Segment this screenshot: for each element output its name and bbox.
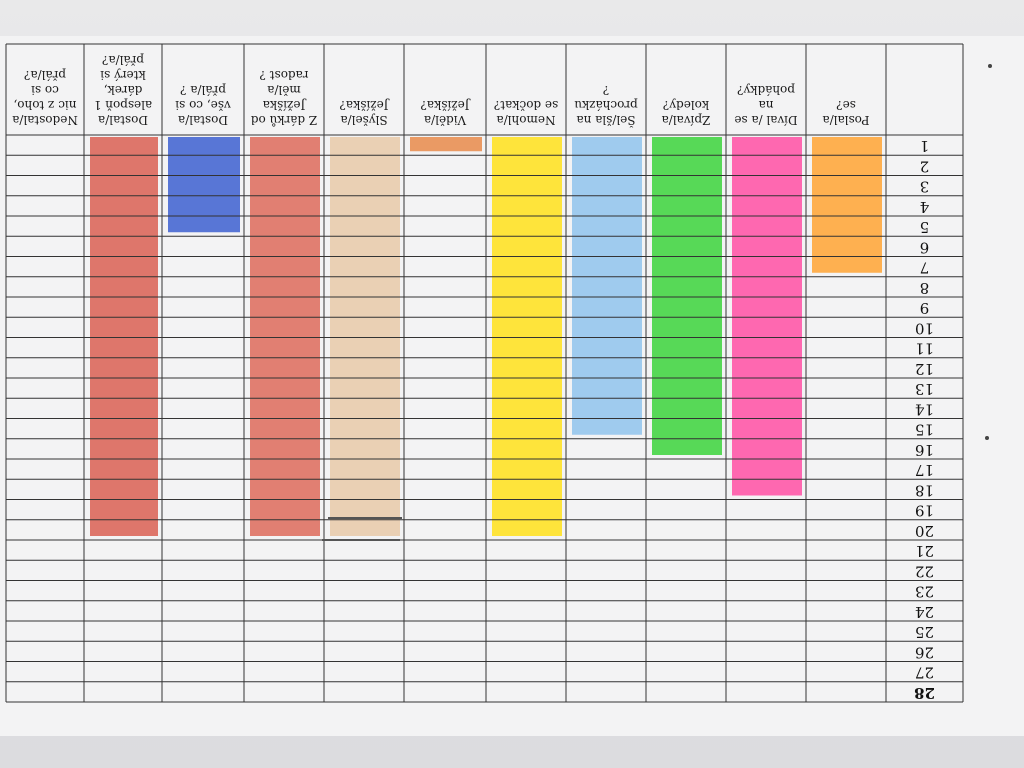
fill-c1 <box>812 137 882 273</box>
header-label-line: se dočkat? <box>494 98 558 112</box>
fill-c6 <box>410 137 482 152</box>
row-number: 15 <box>915 421 934 439</box>
fill-c2 <box>732 137 802 496</box>
header-label-line: přál/a ? <box>180 83 226 97</box>
header-label-line: Nemohl/a <box>497 113 556 127</box>
header-c5: Nemohl/ase dočkat? <box>494 98 558 127</box>
row-number: 26 <box>915 643 934 661</box>
header-label-line: Díval /a se <box>734 113 797 127</box>
header-c1: Poslal/ase? <box>823 98 870 127</box>
row-number: 16 <box>915 441 934 459</box>
header-label-line: Zpíval/a <box>662 113 711 127</box>
header-label-line: Dostal/a <box>98 113 148 127</box>
row-number: 19 <box>915 502 934 520</box>
header-label-line: Šel/šla na <box>576 113 635 129</box>
header-label-line: nic z toho, <box>13 98 76 112</box>
row-number: 18 <box>915 481 934 499</box>
header-label-line: vše, co si <box>175 98 232 112</box>
header-label-line: přál/a? <box>102 53 144 67</box>
header-label-line: dárek, <box>104 83 143 97</box>
fill-c4 <box>572 137 642 435</box>
row-number: 27 <box>915 664 934 682</box>
header-label-line: ? <box>603 83 609 97</box>
header-label-line: Ježíška <box>263 98 308 112</box>
fill-c10 <box>90 137 158 536</box>
row-number: 1 <box>920 137 930 155</box>
header-label-line: co si <box>31 83 59 97</box>
row-number: 23 <box>915 583 934 601</box>
header-label-line: se? <box>836 98 856 112</box>
header-label-line: koledy? <box>663 98 709 112</box>
header-label-line: na <box>759 98 774 112</box>
header-label-line: Z dárků od <box>250 113 317 128</box>
row-number: 4 <box>920 198 930 216</box>
row-number: 13 <box>915 380 934 398</box>
header-label-line: měl/a <box>267 83 301 97</box>
header-label-line: alespoň 1 <box>94 98 152 112</box>
header-label-line: Nedostal/a <box>12 113 78 127</box>
header-label-line: Poslal/a <box>823 113 870 127</box>
fill-c9 <box>168 137 240 233</box>
header-label-line: který si <box>100 68 146 82</box>
fill-c3 <box>652 137 722 455</box>
row-number: 3 <box>920 178 930 196</box>
row-number: 8 <box>920 279 930 297</box>
row-number: 10 <box>915 319 934 337</box>
row-number: 25 <box>915 623 934 641</box>
row-number: 2 <box>920 157 930 175</box>
fill-c8 <box>250 137 320 536</box>
row-number: 17 <box>915 461 934 479</box>
punch-dot <box>985 436 989 440</box>
row-number: 14 <box>915 400 934 418</box>
header-label-line: Dostal/a <box>178 113 228 127</box>
row-number: 9 <box>920 299 930 317</box>
row-number: 21 <box>915 542 934 560</box>
row-number: 5 <box>920 218 930 236</box>
header-label-line: Ježíška? <box>339 98 390 112</box>
row-number: 22 <box>915 562 934 580</box>
row-number: 12 <box>915 360 934 378</box>
header-label-line: radost ? <box>259 68 308 82</box>
header-label-line: Slyšel/a <box>340 113 387 127</box>
header-label-line: Ježíška? <box>420 98 471 112</box>
row-number: 24 <box>915 603 934 621</box>
header-label-line: přál/a? <box>24 68 66 82</box>
header-label-line: Viděl/a <box>424 113 467 127</box>
fill-c5 <box>492 137 562 536</box>
row-number: 20 <box>915 522 934 540</box>
header-label-line: procházku <box>574 98 638 112</box>
header-label-line: pohádky? <box>737 83 795 97</box>
row-number: 28 <box>914 684 935 702</box>
row-number: 7 <box>920 259 930 277</box>
punch-dot <box>988 64 992 68</box>
fill-c7 <box>330 137 400 536</box>
row-number: 11 <box>915 340 934 358</box>
row-number: 6 <box>920 238 930 256</box>
